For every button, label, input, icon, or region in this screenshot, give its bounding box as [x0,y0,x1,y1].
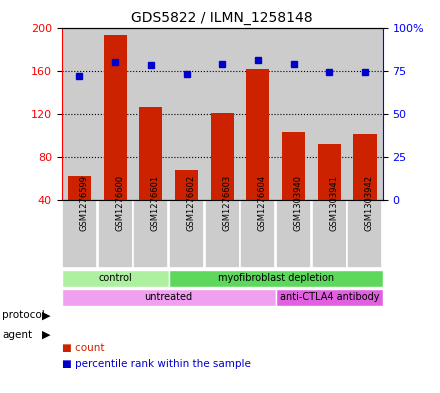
Text: agent: agent [2,330,32,340]
Bar [103,35,127,200]
FancyBboxPatch shape [62,270,169,286]
Bar [169,28,204,200]
Text: ■ percentile rank within the sample: ■ percentile rank within the sample [62,358,250,369]
Bar [353,134,377,200]
Text: GSM1276604: GSM1276604 [258,175,267,231]
FancyBboxPatch shape [240,200,275,268]
FancyBboxPatch shape [62,288,276,306]
FancyBboxPatch shape [98,200,132,268]
Text: GSM1303941: GSM1303941 [329,175,338,231]
Bar [211,112,234,200]
Text: GSM1276602: GSM1276602 [187,175,195,231]
Bar [204,28,240,200]
Bar [175,170,198,200]
Text: GSM1303942: GSM1303942 [365,175,374,231]
Bar [139,107,162,200]
Text: ▶: ▶ [42,330,50,340]
FancyBboxPatch shape [205,200,240,268]
Bar [318,144,341,200]
Text: anti-CTLA4 antibody: anti-CTLA4 antibody [279,292,379,302]
Bar [246,70,269,200]
Text: myofibroblast depletion: myofibroblast depletion [218,273,334,283]
FancyBboxPatch shape [276,200,311,268]
Text: ■ count: ■ count [62,343,104,353]
Bar [133,28,169,200]
FancyBboxPatch shape [312,200,347,268]
Bar [276,28,312,200]
Bar [240,28,276,200]
FancyBboxPatch shape [133,200,169,268]
FancyBboxPatch shape [169,270,383,286]
Text: protocol: protocol [2,310,45,320]
Bar [347,28,383,200]
Text: untreated: untreated [145,292,193,302]
FancyBboxPatch shape [276,288,383,306]
Text: GSM1303940: GSM1303940 [293,175,303,231]
Bar [282,132,305,200]
Text: ▶: ▶ [42,310,50,320]
Bar [97,28,133,200]
Bar [68,176,91,200]
Text: control: control [98,273,132,283]
FancyBboxPatch shape [62,200,97,268]
Text: GSM1276601: GSM1276601 [151,175,160,231]
Text: GSM1276599: GSM1276599 [80,175,88,231]
Title: GDS5822 / ILMN_1258148: GDS5822 / ILMN_1258148 [132,11,313,25]
FancyBboxPatch shape [348,200,382,268]
Bar [312,28,347,200]
Bar [62,28,97,200]
Text: GSM1276603: GSM1276603 [222,175,231,231]
FancyBboxPatch shape [169,200,204,268]
Text: GSM1276600: GSM1276600 [115,175,124,231]
